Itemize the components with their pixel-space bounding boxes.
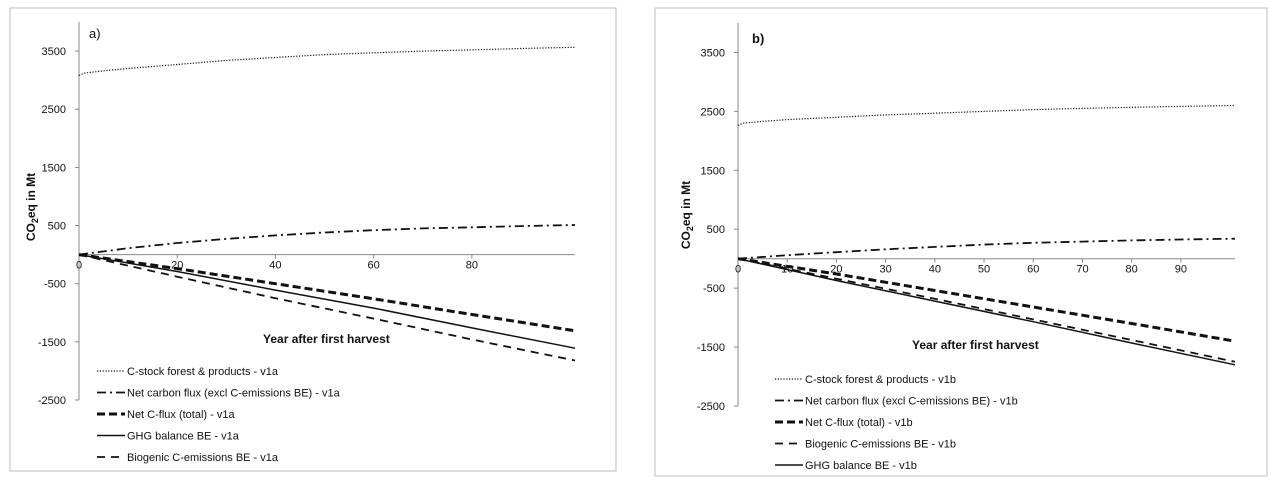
series-line-dashdot — [78, 224, 576, 256]
y-axis-label: CO2eq in Mt — [679, 181, 695, 249]
legend-label: Biogenic C-emissions BE - v1b — [805, 439, 956, 451]
y-tick-label: 500 — [48, 221, 66, 233]
y-tick-label: 2500 — [42, 104, 66, 116]
y-tick-label: 1500 — [42, 162, 66, 174]
y-axis-label-sub: 2 — [685, 226, 695, 231]
series-line-thickdash — [78, 253, 576, 333]
y-tick-label: -500 — [44, 279, 66, 291]
legend-label: C-stock forest & products - v1a — [127, 366, 279, 378]
x-tick-label: 90 — [1175, 264, 1187, 276]
y-tick-label: -1500 — [697, 342, 725, 354]
legend-label: Net C-flux (total) - v1b — [805, 417, 913, 429]
y-tick-label: 1500 — [701, 165, 725, 177]
x-tick-label: 50 — [978, 264, 990, 276]
series-line-dashdot — [737, 237, 1236, 260]
y-tick-label: 2500 — [701, 106, 725, 118]
legend-label: GHG balance BE - v1a — [127, 431, 240, 443]
x-axis-label: Year after first harvest — [912, 338, 1039, 352]
series-line-solid — [737, 257, 1236, 366]
x-tick-label: 80 — [466, 260, 478, 272]
chart-frame — [654, 7, 1268, 477]
series-line-solid — [78, 253, 576, 349]
legend-label: Net carbon flux (excl C-emissions BE) - … — [127, 388, 341, 400]
panel-label: b) — [752, 31, 764, 46]
legend-label: Net carbon flux (excl C-emissions BE) - … — [805, 396, 1018, 408]
x-tick-label: 60 — [1027, 264, 1039, 276]
x-tick-label: 80 — [1126, 264, 1138, 276]
y-tick-label: -2500 — [697, 401, 725, 413]
x-tick-label: 70 — [1076, 264, 1088, 276]
legend: C-stock forest & products - v1b Net carbo… — [775, 374, 1018, 472]
y-axis-label-rest: eq in Mt — [24, 173, 38, 218]
legend-label: C-stock forest & products - v1b — [805, 374, 956, 386]
y-tick-label: -500 — [703, 283, 725, 295]
chart-frame — [9, 7, 617, 472]
legend-label: Net C-flux (total) - v1a — [127, 409, 235, 421]
x-axis-label: Year after first harvest — [263, 332, 390, 346]
y-axis-label-main: CO — [24, 223, 38, 241]
x-tick-label: 0 — [735, 264, 741, 276]
y-tick-label: -2500 — [38, 395, 66, 407]
y-tick-label: 3500 — [42, 46, 66, 58]
y-axis-label-main: CO — [679, 231, 693, 249]
x-tick-label: 60 — [368, 260, 380, 272]
y-tick-label: 3500 — [701, 47, 725, 59]
series-line-dotted — [78, 46, 576, 77]
y-axis-label-sub: 2 — [30, 218, 40, 223]
y-axis-label-rest: eq in Mt — [679, 181, 693, 226]
x-tick-label: 40 — [269, 260, 281, 272]
y-tick-label: -1500 — [38, 337, 66, 349]
legend: C-stock forest & products - v1a Net carbo… — [97, 366, 341, 464]
legend-label: Biogenic C-emissions BE - v1a — [127, 452, 279, 464]
panel-label: a) — [89, 26, 101, 41]
y-tick-label: 500 — [707, 224, 725, 236]
legend-label: GHG balance BE - v1b — [805, 460, 917, 472]
x-tick-label: 40 — [929, 264, 941, 276]
x-tick-label: 0 — [76, 260, 82, 272]
x-tick-label: 30 — [879, 264, 891, 276]
y-axis-label: CO2eq in Mt — [24, 173, 40, 241]
